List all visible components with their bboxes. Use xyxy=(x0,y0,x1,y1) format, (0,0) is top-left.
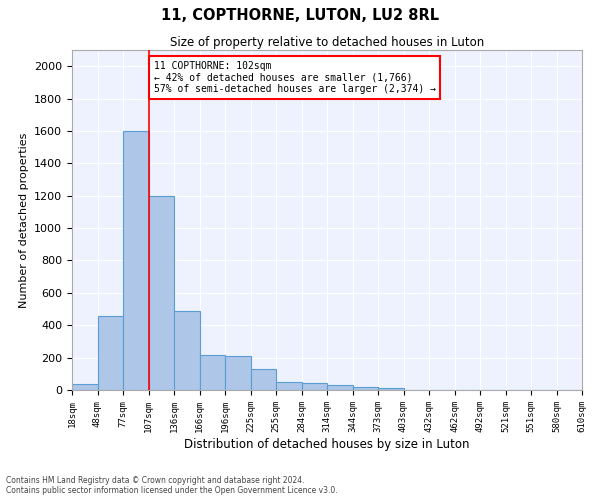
Text: Contains HM Land Registry data © Crown copyright and database right 2024.
Contai: Contains HM Land Registry data © Crown c… xyxy=(6,476,338,495)
Y-axis label: Number of detached properties: Number of detached properties xyxy=(19,132,29,308)
Bar xyxy=(302,382,327,390)
Text: 11 COPTHORNE: 102sqm
← 42% of detached houses are smaller (1,766)
57% of semi-de: 11 COPTHORNE: 102sqm ← 42% of detached h… xyxy=(154,61,436,94)
Bar xyxy=(378,388,404,390)
Text: 11, COPTHORNE, LUTON, LU2 8RL: 11, COPTHORNE, LUTON, LU2 8RL xyxy=(161,8,439,22)
Bar xyxy=(97,316,123,390)
Bar xyxy=(353,387,378,390)
Bar xyxy=(174,310,199,390)
Bar xyxy=(149,196,174,390)
Bar xyxy=(225,356,251,390)
Bar xyxy=(276,382,302,390)
Bar xyxy=(123,131,149,390)
Bar xyxy=(327,385,353,390)
Bar xyxy=(251,369,276,390)
Bar xyxy=(199,355,225,390)
Title: Size of property relative to detached houses in Luton: Size of property relative to detached ho… xyxy=(170,36,484,49)
Bar xyxy=(72,384,97,390)
X-axis label: Distribution of detached houses by size in Luton: Distribution of detached houses by size … xyxy=(184,438,470,450)
